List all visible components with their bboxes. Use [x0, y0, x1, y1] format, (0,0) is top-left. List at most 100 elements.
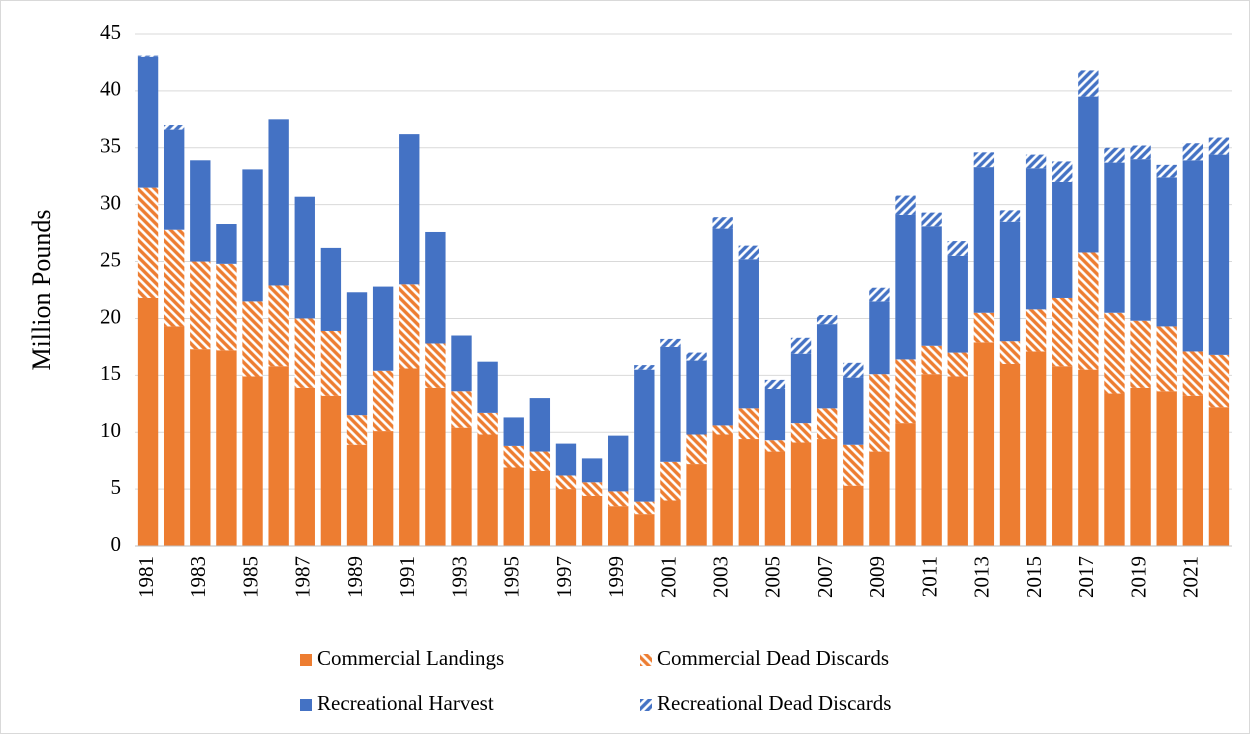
bar-segment	[895, 423, 916, 546]
bar-segment	[137, 55, 159, 57]
bar-segment	[1208, 407, 1230, 546]
bar-segment	[947, 352, 968, 377]
bar-segment	[294, 196, 315, 319]
bar-segment	[921, 212, 942, 227]
bar-segment	[137, 187, 159, 298]
bar-segment	[608, 491, 629, 507]
bar-segment	[764, 451, 786, 546]
x-tick-label: 2019	[1126, 556, 1150, 598]
x-tick-label: 1985	[238, 556, 262, 598]
bar-segment	[372, 370, 394, 432]
bar-segment	[738, 408, 759, 440]
bar-segment	[320, 395, 342, 546]
bar-segment	[608, 506, 629, 546]
bar-segment	[686, 434, 707, 465]
bar-segment	[163, 125, 185, 130]
y-tick-label: 25	[100, 247, 121, 271]
bar-segment	[738, 245, 759, 260]
bar-segment	[346, 444, 368, 546]
bar-segment	[425, 387, 446, 546]
bar-segment	[1104, 162, 1125, 313]
bar-segment	[451, 391, 472, 428]
bar-segment	[529, 451, 551, 471]
bar-segment	[790, 337, 812, 354]
bar-segment	[1156, 391, 1177, 546]
bar-segment	[1208, 354, 1230, 408]
bar-segment	[843, 444, 864, 486]
bar-segment	[973, 342, 995, 546]
bar-segment	[346, 415, 368, 445]
bar-segment	[895, 359, 916, 424]
bar-segment	[764, 388, 786, 441]
bar-segment	[869, 287, 890, 302]
bar-segment	[895, 195, 916, 215]
bar-segment	[242, 376, 263, 546]
legend-swatch	[300, 699, 312, 711]
x-tick-label: 1991	[395, 556, 419, 598]
bar-segment	[1025, 168, 1047, 310]
x-tick-label: 1989	[343, 556, 367, 598]
bar-segment	[1078, 70, 1099, 97]
bar-segment	[477, 412, 498, 435]
bar-segment	[399, 284, 420, 369]
bar-segment	[1078, 369, 1099, 546]
bar-segment	[163, 229, 185, 327]
bar-segment	[660, 346, 681, 462]
x-tick-label: 1983	[186, 556, 210, 598]
bar-segment	[1104, 393, 1125, 546]
bar-segment	[190, 261, 211, 350]
bar-segment	[555, 489, 577, 546]
bar-segment	[268, 119, 289, 286]
bar-segment	[190, 160, 211, 262]
bar-segment	[999, 210, 1021, 222]
x-tick-label: 2001	[656, 556, 680, 598]
bar-segment	[712, 217, 733, 229]
bar-segment	[1182, 160, 1204, 352]
x-tick-label: 2021	[1179, 556, 1203, 598]
bar-segment	[137, 56, 159, 188]
bar-segment	[634, 514, 655, 546]
bar-segment	[843, 362, 864, 378]
x-tick-label: 1999	[604, 556, 628, 598]
bar-segment	[921, 345, 942, 375]
x-tick-label: 2007	[813, 556, 837, 598]
bar-segment	[477, 361, 498, 413]
bar-segment	[372, 431, 394, 546]
bar-segment	[869, 451, 890, 546]
bar-segment	[216, 224, 237, 264]
legend-label: Commercial Landings	[317, 646, 504, 670]
bar-segment	[1052, 366, 1073, 546]
bar-segment	[947, 255, 968, 353]
bar-segment	[764, 379, 786, 389]
bar-segment	[320, 247, 342, 331]
bar-segment	[1156, 177, 1177, 327]
x-tick-label: 1993	[447, 556, 471, 598]
bar-segment	[1130, 145, 1151, 160]
bar-segment	[660, 461, 681, 501]
bar-segment	[1025, 309, 1047, 352]
bar-segment	[816, 439, 838, 546]
bar-segment	[346, 292, 368, 416]
bar-segment	[712, 425, 733, 435]
bar-segment	[1130, 387, 1151, 546]
bar-segment	[451, 427, 472, 546]
bar-segment	[1078, 96, 1099, 253]
y-tick-label: 40	[100, 77, 121, 101]
bar-segment	[843, 485, 864, 546]
bar-segment	[1182, 395, 1204, 546]
x-tick-label: 2005	[761, 556, 785, 598]
bar-segment	[869, 301, 890, 375]
bar-segment	[399, 134, 420, 285]
bar-segment	[1156, 326, 1177, 392]
bar-segment	[999, 363, 1021, 546]
bar-segment	[555, 443, 577, 476]
y-tick-label: 30	[100, 190, 121, 214]
bar-segment	[634, 369, 655, 502]
bar-segment	[503, 445, 524, 468]
bar-segment	[451, 335, 472, 392]
bar-segment	[242, 301, 263, 377]
bar-segment	[268, 366, 289, 546]
bar-segment	[294, 387, 315, 546]
bar-segment	[1156, 164, 1177, 178]
x-tick-label: 1997	[552, 556, 576, 598]
